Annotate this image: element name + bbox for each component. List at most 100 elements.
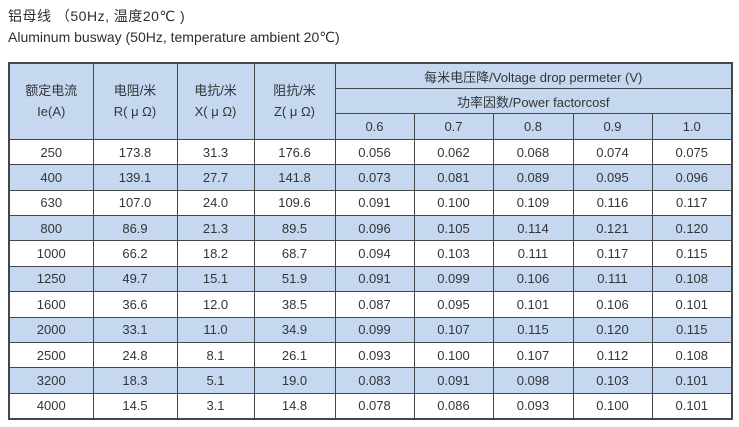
table-cell: 12.0 xyxy=(176,291,255,318)
table-cell: 0.099 xyxy=(413,265,494,293)
col-header-rated-current-zh: 额定电流 xyxy=(25,82,78,98)
table-cell: 1000 xyxy=(8,240,94,267)
table-cell: 0.116 xyxy=(572,189,653,217)
table-cell: 0.100 xyxy=(413,341,494,369)
table-cell: 2000 xyxy=(8,316,94,343)
table-cell: 0.075 xyxy=(651,138,733,166)
table-cell: 51.9 xyxy=(253,265,336,293)
table-cell: 0.108 xyxy=(651,265,733,293)
table-cell: 31.3 xyxy=(176,138,255,166)
table-cell: 5.1 xyxy=(176,367,255,394)
table-cell: 630 xyxy=(8,189,94,217)
header-power-factor: 功率因数/Power factorcosf xyxy=(334,88,733,114)
table-cell: 0.073 xyxy=(334,164,415,191)
table-cell: 0.101 xyxy=(651,392,733,420)
table-cell: 0.107 xyxy=(492,341,574,369)
table-cell: 0.083 xyxy=(334,367,415,394)
header-cos-09: 0.9 xyxy=(572,113,653,140)
page-title-en: Aluminum busway (50Hz, temperature ambie… xyxy=(8,29,340,45)
table-cell: 107.0 xyxy=(92,189,178,217)
table-cell: 0.086 xyxy=(413,392,494,420)
table-cell: 3200 xyxy=(8,367,94,394)
table-cell: 19.0 xyxy=(253,367,336,394)
table-row: 630 107.0 24.0 109.6 0.091 0.100 0.109 0.116 0.1… xyxy=(8,189,733,217)
table-cell: 0.121 xyxy=(572,215,653,242)
table-cell: 0.115 xyxy=(492,316,574,343)
table-cell: 141.8 xyxy=(253,164,336,191)
table-cell: 26.1 xyxy=(253,341,336,369)
table-row: 2500 24.8 8.1 26.1 0.093 0.100 0.107 0.112 0.108 xyxy=(8,341,733,369)
col-header-reactance-zh: 电抗/米 xyxy=(194,82,237,98)
table-cell: 0.109 xyxy=(492,189,574,217)
table-cell: 0.101 xyxy=(651,367,733,394)
table-cell: 15.1 xyxy=(176,265,255,293)
table-cell: 3.1 xyxy=(176,392,255,420)
table-row: 800 86.9 21.3 89.5 0.096 0.105 0.114 0.121 0.120 xyxy=(8,215,733,242)
table-row: 400 139.1 27.7 141.8 0.073 0.081 0.089 0.095 0.0… xyxy=(8,164,733,191)
table-cell: 0.117 xyxy=(572,240,653,267)
table-cell: 24.8 xyxy=(92,341,178,369)
table-cell: 0.111 xyxy=(572,265,653,293)
header-cos-07: 0.7 xyxy=(413,113,494,140)
table-cell: 0.062 xyxy=(413,138,494,166)
table-body: 250 173.8 31.3 176.6 0.056 0.062 0.068 0.074 0.0… xyxy=(8,138,733,420)
table-cell: 250 xyxy=(8,138,94,166)
table-cell: 0.115 xyxy=(651,240,733,267)
table-cell: 0.099 xyxy=(334,316,415,343)
table-cell: 0.106 xyxy=(492,265,574,293)
table-cell: 27.7 xyxy=(176,164,255,191)
table-cell: 0.091 xyxy=(334,265,415,293)
table-cell: 0.101 xyxy=(492,291,574,318)
table-cell: 1600 xyxy=(8,291,94,318)
table-cell: 89.5 xyxy=(253,215,336,242)
table-cell: 0.103 xyxy=(413,240,494,267)
header-cos-06: 0.6 xyxy=(334,113,415,140)
table-cell: 14.5 xyxy=(92,392,178,420)
table-cell: 0.078 xyxy=(334,392,415,420)
table-cell: 33.1 xyxy=(92,316,178,343)
table-cell: 36.6 xyxy=(92,291,178,318)
table-cell: 173.8 xyxy=(92,138,178,166)
table-cell: 0.096 xyxy=(334,215,415,242)
table-cell: 0.120 xyxy=(651,215,733,242)
table-cell: 4000 xyxy=(8,392,94,420)
table-cell: 1250 xyxy=(8,265,94,293)
table-cell: 0.112 xyxy=(572,341,653,369)
table-row: 4000 14.5 3.1 14.8 0.078 0.086 0.093 0.100 0.101 xyxy=(8,392,733,420)
table-cell: 0.100 xyxy=(572,392,653,420)
table-cell: 109.6 xyxy=(253,189,336,217)
table-cell: 0.093 xyxy=(334,341,415,369)
col-header-impedance-zh: 阻抗/米 xyxy=(273,82,316,98)
table-cell: 0.096 xyxy=(651,164,733,191)
table-cell: 21.3 xyxy=(176,215,255,242)
table-cell: 0.111 xyxy=(492,240,574,267)
table-row: 1250 49.7 15.1 51.9 0.091 0.099 0.106 0.111 0.10… xyxy=(8,265,733,293)
page-title-zh: 铝母线 （50Hz, 温度20℃ ) xyxy=(8,8,186,24)
col-header-reactance: 电抗/米 X( μ Ω) xyxy=(176,62,255,140)
table-cell: 68.7 xyxy=(253,240,336,267)
table-cell: 0.108 xyxy=(651,341,733,369)
table-cell: 66.2 xyxy=(92,240,178,267)
table-cell: 0.101 xyxy=(651,291,733,318)
table-cell: 0.098 xyxy=(492,367,574,394)
table-row: 1000 66.2 18.2 68.7 0.094 0.103 0.111 0.117 0.11… xyxy=(8,240,733,267)
col-header-impedance: 阻抗/米 Z( μ Ω) xyxy=(253,62,336,140)
table-row: 250 173.8 31.3 176.6 0.056 0.062 0.068 0.074 0.0… xyxy=(8,138,733,166)
col-header-reactance-unit: X( μ Ω) xyxy=(194,104,237,119)
table-cell: 176.6 xyxy=(253,138,336,166)
table-cell: 0.091 xyxy=(413,367,494,394)
table-header: 额定电流 Ie(A) 电阻/米 R( μ Ω) 电抗/米 X( μ Ω) 阻抗/… xyxy=(8,62,733,140)
table-cell: 0.100 xyxy=(413,189,494,217)
header-voltage-drop: 每米电压降/Voltage drop permeter (V) xyxy=(334,62,733,89)
table-row: 3200 18.3 5.1 19.0 0.083 0.091 0.098 0.103 0.101 xyxy=(8,367,733,394)
table-cell: 0.091 xyxy=(334,189,415,217)
col-header-resistance: 电阻/米 R( μ Ω) xyxy=(92,62,178,140)
table-cell: 14.8 xyxy=(253,392,336,420)
table-cell: 0.103 xyxy=(572,367,653,394)
table-cell: 800 xyxy=(8,215,94,242)
table-row: 1600 36.6 12.0 38.5 0.087 0.095 0.101 0.106 0.10… xyxy=(8,291,733,318)
table-cell: 2500 xyxy=(8,341,94,369)
table-cell: 0.117 xyxy=(651,189,733,217)
table-cell: 0.068 xyxy=(492,138,574,166)
